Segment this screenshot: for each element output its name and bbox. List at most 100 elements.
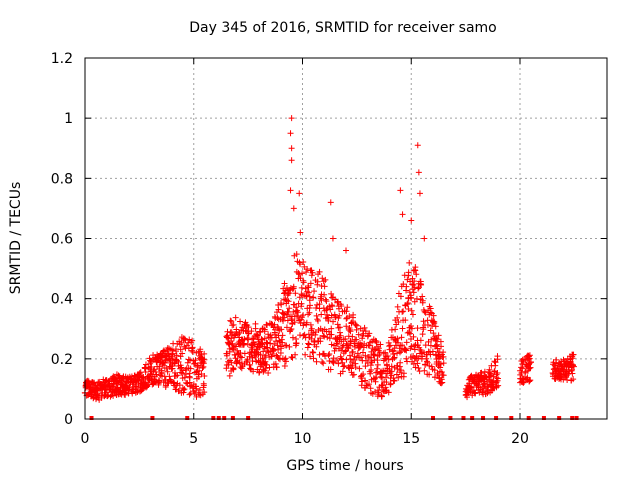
- data-point: [226, 372, 233, 379]
- data-point: [152, 368, 159, 375]
- data-point: [305, 341, 312, 348]
- data-point: [424, 358, 431, 365]
- data-point: [279, 339, 286, 346]
- data-point: [329, 303, 336, 310]
- grid-lines: [85, 58, 607, 419]
- data-point: [426, 362, 433, 369]
- data-point: [279, 332, 286, 339]
- data-point: [377, 341, 384, 348]
- data-point: [419, 331, 426, 338]
- data-point: [304, 266, 311, 273]
- data-point: [395, 374, 402, 381]
- data-point: [286, 305, 293, 312]
- data-point: [375, 389, 382, 396]
- data-point: [176, 382, 183, 389]
- data-point: [372, 375, 379, 382]
- data-point: [527, 359, 534, 366]
- data-point: [570, 362, 577, 369]
- data-point: [285, 290, 292, 297]
- y-tick-label: 1.2: [51, 51, 73, 67]
- data-point: [468, 383, 475, 390]
- data-point: [435, 332, 442, 339]
- data-point: [181, 386, 188, 393]
- data-point: [336, 312, 343, 319]
- data-point: [382, 349, 389, 356]
- data-point: [301, 331, 308, 338]
- data-point: [280, 296, 287, 303]
- data-point: [325, 352, 332, 359]
- data-point: [348, 319, 355, 326]
- data-point: [437, 360, 444, 367]
- data-point: [231, 352, 238, 359]
- data-point: [406, 329, 413, 336]
- data-point: [314, 278, 321, 285]
- data-point: [305, 331, 312, 338]
- data-point: [560, 356, 567, 363]
- data-point: [292, 351, 299, 358]
- data-point: [518, 364, 525, 371]
- data-point: [486, 366, 493, 373]
- zero-marker: [211, 416, 216, 420]
- data-point: [199, 365, 206, 372]
- data-point: [248, 349, 255, 356]
- data-point: [319, 358, 326, 365]
- data-point: [274, 342, 281, 349]
- data-point: [565, 371, 572, 378]
- data-points: [81, 115, 579, 420]
- data-point: [232, 343, 239, 350]
- data-point: [349, 362, 356, 369]
- x-tick-label: 15: [402, 431, 420, 447]
- data-point: [327, 366, 334, 373]
- data-point: [329, 358, 336, 365]
- data-point: [174, 372, 181, 379]
- data-point: [494, 370, 501, 377]
- data-point: [347, 356, 354, 363]
- data-point: [406, 259, 413, 266]
- data-point: [295, 313, 302, 320]
- data-point: [330, 318, 337, 325]
- data-point: [296, 294, 303, 301]
- data-point: [428, 336, 435, 343]
- data-point: [439, 379, 446, 386]
- zero-marker: [216, 416, 221, 420]
- data-point: [432, 323, 439, 330]
- data-point: [196, 367, 203, 374]
- data-point: [201, 372, 208, 379]
- data-point: [346, 313, 353, 320]
- y-tick-label: 0: [64, 412, 73, 428]
- data-point: [139, 374, 146, 381]
- data-point: [475, 381, 482, 388]
- data-point: [350, 371, 357, 378]
- data-point: [424, 322, 431, 329]
- data-point: [233, 358, 240, 365]
- data-point: [156, 377, 163, 384]
- data-point: [334, 357, 341, 364]
- data-point: [324, 334, 331, 341]
- zero-marker: [89, 416, 94, 420]
- data-point: [394, 335, 401, 342]
- data-point: [246, 361, 253, 368]
- data-point: [395, 318, 402, 325]
- data-point: [478, 369, 485, 376]
- data-point: [343, 315, 350, 322]
- data-point: [411, 342, 418, 349]
- data-point: [313, 312, 320, 319]
- data-point: [526, 355, 533, 362]
- y-tick-label: 0.4: [51, 292, 73, 308]
- data-point: [275, 325, 282, 332]
- data-point: [300, 322, 307, 329]
- data-point: [402, 317, 409, 324]
- data-point: [331, 347, 338, 354]
- data-point: [334, 299, 341, 306]
- data-point: [297, 275, 304, 282]
- data-point: [343, 356, 350, 363]
- data-point: [328, 325, 335, 332]
- data-point: [343, 308, 350, 315]
- zero-marker: [150, 416, 155, 420]
- data-point: [313, 358, 320, 365]
- data-point: [185, 339, 192, 346]
- data-point: [338, 355, 345, 362]
- data-point: [407, 330, 414, 337]
- data-point: [201, 350, 208, 357]
